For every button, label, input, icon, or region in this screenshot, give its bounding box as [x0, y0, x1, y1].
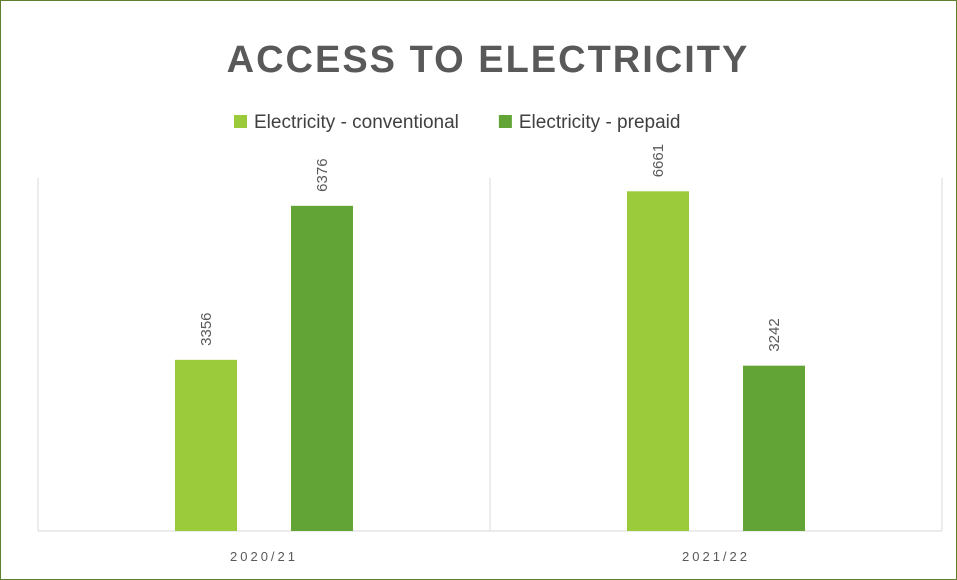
bar [743, 365, 805, 531]
legend: Electricity - conventional Electricity - … [234, 112, 680, 133]
data-label: 3356 [198, 312, 215, 345]
category-separators [37, 178, 943, 531]
data-labels: 3356 6376 6661 3242 [198, 144, 783, 352]
x-tick-label: 2020/21 [230, 549, 298, 564]
legend-swatch [234, 115, 247, 128]
bar [291, 205, 353, 531]
legend-label: Electricity - prepaid [519, 112, 681, 133]
data-label: 6661 [650, 144, 667, 177]
legend-swatch [498, 115, 512, 128]
x-tick-label: 2021/22 [682, 549, 750, 564]
data-label: 6376 [314, 158, 331, 191]
bar [175, 359, 237, 531]
data-label: 3242 [766, 318, 783, 351]
chart-title: ACCESS TO ELECTRICITY [227, 39, 750, 81]
legend-label: Electricity - conventional [254, 112, 459, 133]
bar [627, 191, 689, 531]
x-axis-ticks: 2020/21 2021/22 [230, 549, 750, 564]
bars [175, 191, 805, 531]
